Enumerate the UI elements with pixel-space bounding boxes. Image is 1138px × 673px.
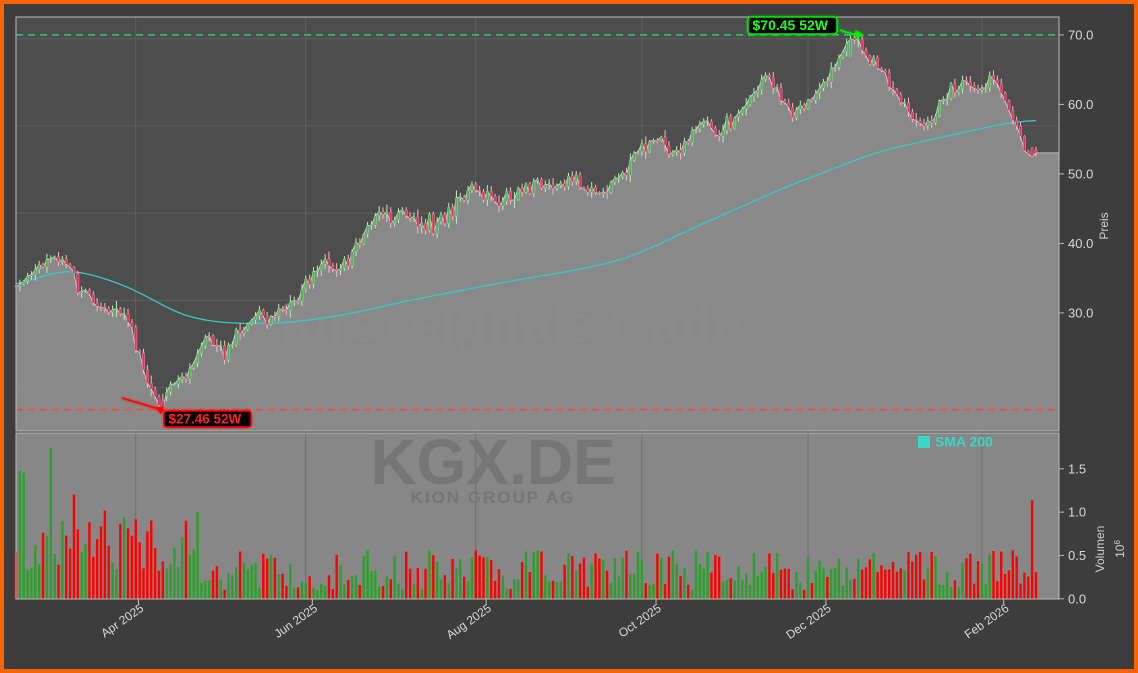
svg-text:Preis: Preis xyxy=(1097,212,1111,239)
svg-text:Feb 2026: Feb 2026 xyxy=(962,601,1012,642)
svg-text:Oct 2025: Oct 2025 xyxy=(616,601,664,641)
svg-text:1.5: 1.5 xyxy=(1068,461,1086,476)
svg-text:Volumen: Volumen xyxy=(1093,526,1107,573)
svg-text:1.0: 1.0 xyxy=(1068,505,1086,520)
svg-text:Aug 2025: Aug 2025 xyxy=(444,601,494,642)
svg-text:0.5: 0.5 xyxy=(1068,548,1086,563)
svg-text:KION GROUP AG: KION GROUP AG xyxy=(411,488,576,507)
svg-text:106: 106 xyxy=(1113,540,1127,558)
svg-text:Dec 2025: Dec 2025 xyxy=(784,601,834,642)
svg-text:Apr 2025: Apr 2025 xyxy=(98,601,146,641)
svg-text:0.0: 0.0 xyxy=(1068,591,1086,606)
svg-text:Jun 2025: Jun 2025 xyxy=(272,601,321,641)
svg-text:70.0: 70.0 xyxy=(1068,28,1093,43)
svg-text:$27.46 52W: $27.46 52W xyxy=(169,412,242,427)
svg-text:50.0: 50.0 xyxy=(1068,167,1093,182)
svg-text:SMA 200: SMA 200 xyxy=(935,434,993,450)
svg-text:40.0: 40.0 xyxy=(1068,236,1093,251)
svg-text:30.0: 30.0 xyxy=(1068,306,1093,321)
svg-text:$70.45 52W: $70.45 52W xyxy=(753,17,829,33)
svg-text:60.0: 60.0 xyxy=(1068,97,1093,112)
